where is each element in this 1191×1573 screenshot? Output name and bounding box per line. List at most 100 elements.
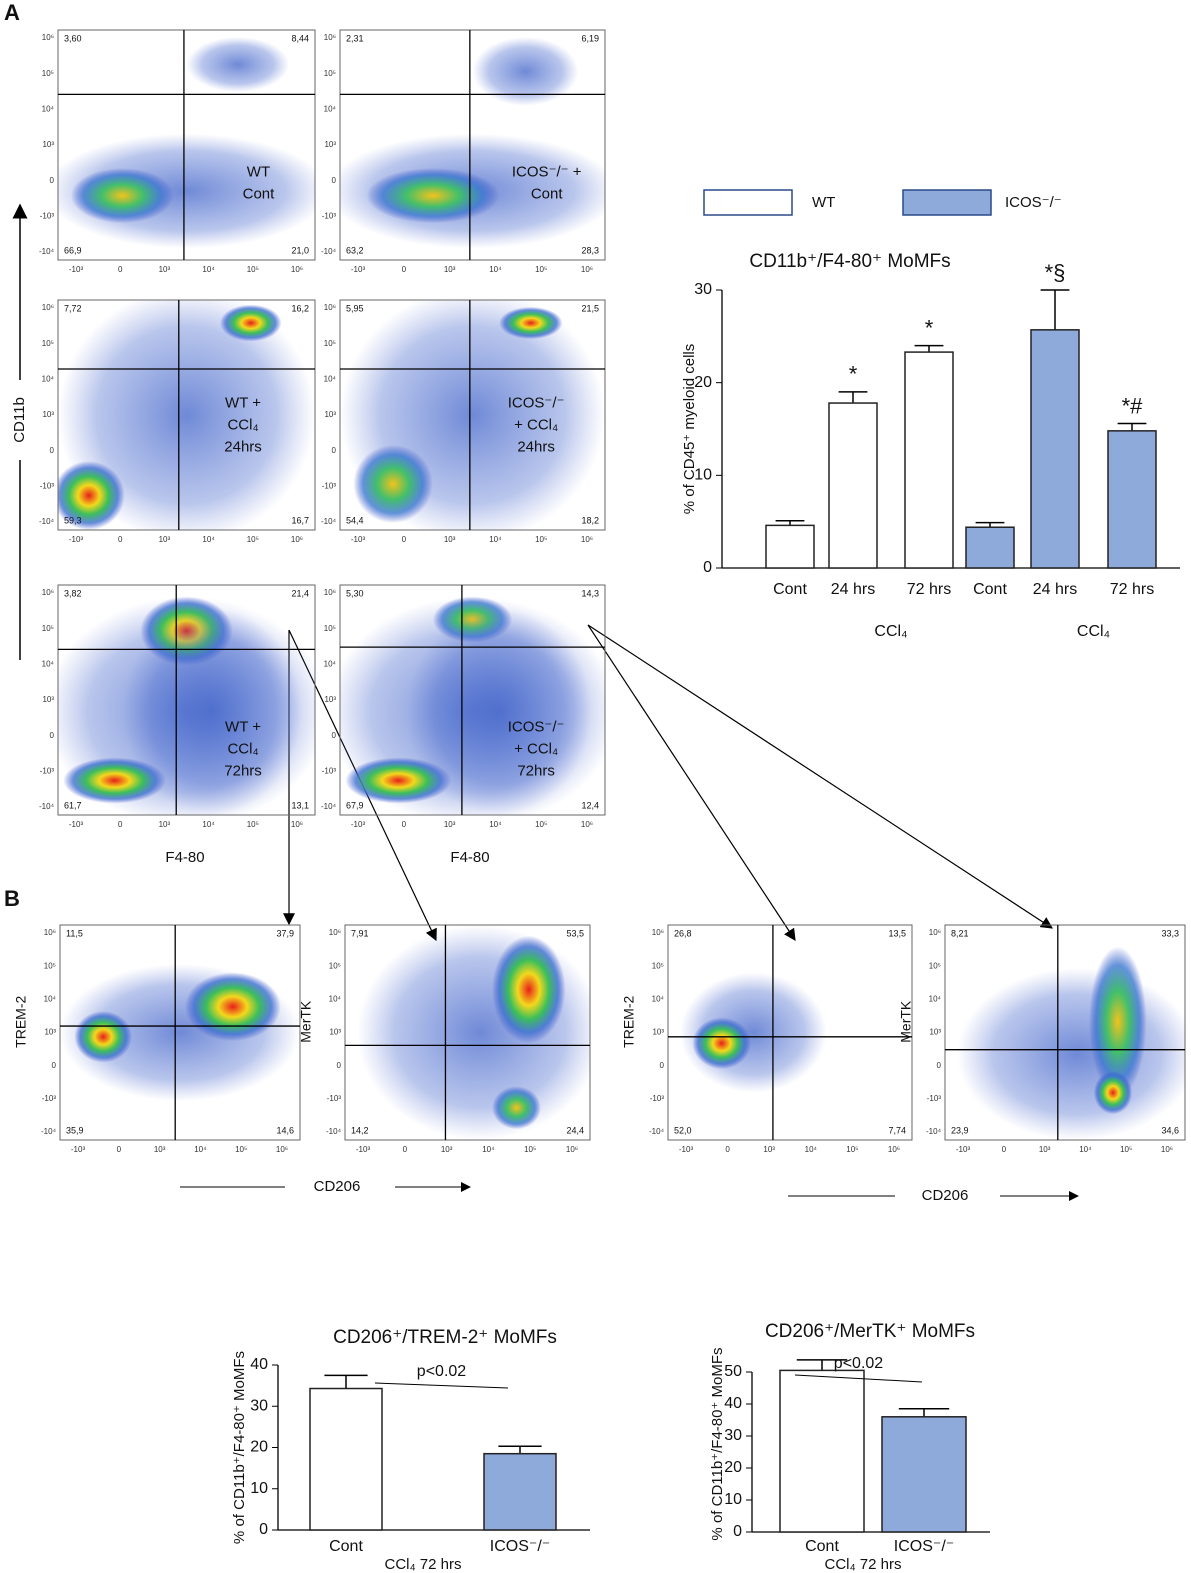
tick-label: 0: [118, 535, 123, 544]
tick-label: 0: [402, 535, 407, 544]
tick-label: 0: [118, 820, 123, 829]
quadrant-value: 66,9: [64, 245, 82, 255]
quadrant-value: 12,4: [581, 800, 599, 810]
flow-plot: 8,21 33,3 23,9 34,6 10⁶ 10⁵ 10⁴ 10³ 0 -10³ -10⁴ -10…: [898, 924, 1186, 1154]
significance-label: p<0.02: [834, 1355, 883, 1372]
sample-label: CCl₄: [227, 416, 258, 433]
tick-label: 10³: [652, 1028, 664, 1037]
quadrant-value: 2,31: [346, 33, 364, 43]
density: [340, 36, 605, 249]
tick-label: 10⁶: [291, 535, 303, 544]
tick-label: 10³: [324, 695, 336, 704]
quadrant-value: 24,4: [566, 1125, 584, 1135]
tick-label: 10⁶: [329, 928, 341, 937]
tick-label: 10³: [159, 820, 171, 829]
sample-label: ICOS⁻/⁻ +: [512, 164, 582, 181]
plot-frame: [59, 924, 301, 1141]
chart-title: CD11b⁺/F4-80⁺ MoMFs: [749, 251, 950, 272]
quadrant-value: 21,4: [291, 588, 309, 598]
density-blob: [692, 1017, 751, 1070]
sample-label: Cont: [531, 186, 564, 203]
x-tick-label: 72 hrs: [907, 581, 951, 598]
legend-label: WT: [812, 194, 835, 211]
density-blob: [122, 608, 303, 815]
quadrant-value: 7,74: [888, 1125, 906, 1135]
tick-label: 10⁴: [805, 1145, 818, 1154]
tick-label: 10³: [324, 410, 336, 419]
panel-label: B: [4, 886, 20, 911]
chart-title: CD206⁺/TREM-2⁺ MoMFs: [333, 1327, 557, 1348]
tick-label: 10³: [42, 695, 54, 704]
quadrant-value: 35,9: [66, 1125, 84, 1135]
bar: [1030, 329, 1080, 569]
tick-label: 10⁶: [324, 33, 336, 42]
y-tick-label: 10: [694, 467, 712, 484]
tick-label: 10⁵: [535, 265, 547, 274]
tick-label: 10⁴: [324, 659, 337, 668]
y-axis-label: % of CD11b⁺/F4-80⁺ MoMFs: [231, 1351, 248, 1544]
tick-label: 10⁶: [929, 928, 941, 937]
tick-label: 10⁶: [652, 928, 664, 937]
bar-annotation: *§: [1045, 260, 1066, 285]
density-blob: [357, 925, 590, 1140]
quadrant-value: 28,3: [581, 245, 599, 255]
tick-label: -10³: [322, 211, 337, 220]
tick-label: 10⁵: [247, 265, 259, 274]
quadrant-value: 8,21: [951, 928, 969, 938]
tick-label: 0: [725, 1145, 730, 1154]
tick-label: 10⁵: [42, 339, 54, 348]
tick-label: 10⁴: [489, 820, 502, 829]
quadrant-value: 59,3: [64, 515, 82, 525]
bar: [881, 1416, 967, 1533]
density-blob: [58, 300, 315, 530]
quadrant-value: 14,6: [276, 1125, 294, 1135]
bar: [904, 351, 954, 569]
tick-label: 10³: [159, 265, 171, 274]
tick-label: 10³: [154, 1145, 166, 1154]
plot-frame: [57, 299, 316, 531]
tick-label: 0: [403, 1145, 408, 1154]
tick-label: 10⁶: [42, 303, 54, 312]
sample-label: WT: [247, 164, 270, 181]
tick-label: 10⁴: [194, 1145, 207, 1154]
tick-label: 0: [117, 1145, 122, 1154]
tick-label: 10³: [929, 1028, 941, 1037]
quadrant-value: 5,30: [346, 588, 364, 598]
x-tick-label: ICOS⁻/⁻: [490, 1538, 550, 1555]
plot-frame: [344, 924, 591, 1141]
tick-label: 10³: [444, 820, 456, 829]
quadrant-value: 16,2: [291, 303, 309, 313]
panel-label: A: [4, 0, 20, 25]
plot-frame: [339, 584, 606, 816]
tick-label: 10⁴: [42, 104, 55, 113]
y-tick-label: 0: [259, 1521, 268, 1538]
tick-label: -10⁴: [321, 802, 337, 811]
tick-label: 0: [332, 176, 337, 185]
tick-label: 10⁴: [202, 535, 215, 544]
tick-label: 10⁴: [482, 1145, 495, 1154]
quadrant-value: 3,82: [64, 588, 82, 598]
group-label: CCl₄: [874, 623, 907, 640]
quadrant-value: 67,9: [346, 800, 364, 810]
tick-label: -10³: [351, 265, 366, 274]
tick-label: 10⁵: [324, 624, 336, 633]
quadrant-value: 6,19: [581, 33, 599, 43]
tick-label: 10⁴: [489, 265, 502, 274]
tick-label: 10⁵: [42, 624, 54, 633]
tick-label: 10⁵: [247, 535, 259, 544]
quadrant-value: 52,0: [674, 1125, 692, 1135]
axis-label: CD206: [314, 1178, 361, 1195]
tick-label: 10⁵: [324, 69, 336, 78]
tick-label: 10⁵: [929, 961, 941, 970]
tick-label: 10³: [763, 1145, 775, 1154]
tick-label: 10⁶: [291, 820, 303, 829]
tick-label: -10³: [927, 1094, 942, 1103]
tick-label: 0: [332, 446, 337, 455]
axis-label: MerTK: [898, 1000, 914, 1043]
tick-label: 10⁴: [202, 820, 215, 829]
axis-label: CD11b: [11, 397, 28, 443]
tick-label: -10³: [69, 820, 84, 829]
legend-swatch: [703, 189, 793, 216]
bar: [779, 1369, 865, 1533]
